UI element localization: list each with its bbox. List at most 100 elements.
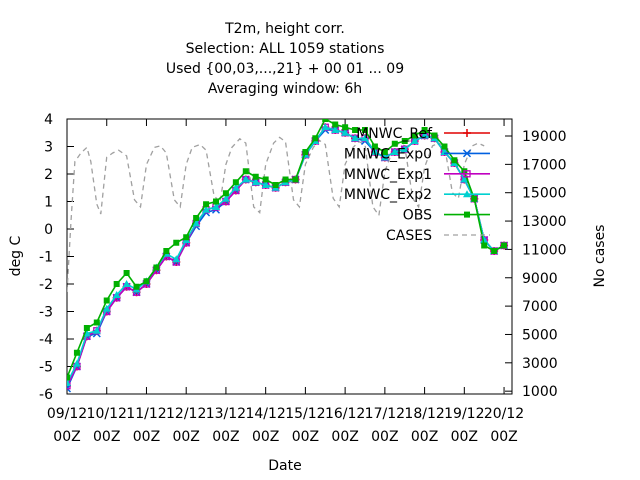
data-point [113, 281, 120, 287]
data-point [231, 183, 240, 191]
data-point [173, 239, 180, 246]
y-tick-label: -3 [39, 305, 53, 321]
legend-marker [463, 129, 471, 137]
data-point [83, 325, 90, 331]
data-point [501, 242, 508, 249]
legend-label: MNWC_Ref [356, 126, 433, 142]
plot-area [66, 118, 513, 395]
data-point [322, 119, 329, 122]
data-point [361, 127, 368, 133]
series-mnwc-exp0 [67, 125, 509, 393]
data-point [102, 304, 111, 312]
data-point [332, 121, 339, 128]
legend-label: MNWC_Exp0 [344, 146, 432, 162]
x-tick-label: 09/12 00Z [47, 406, 87, 445]
data-point [401, 138, 408, 144]
series-mnwc-exp1 [67, 123, 508, 390]
data-point [471, 195, 478, 202]
data-point [252, 173, 259, 180]
legend-marker [462, 149, 472, 158]
data-point [491, 248, 498, 254]
y-axis-label: deg C [8, 235, 24, 276]
data-point [172, 255, 181, 263]
data-point [122, 280, 131, 287]
data-point [441, 143, 448, 150]
series-line [67, 126, 505, 387]
data-point [391, 140, 398, 147]
data-point [103, 297, 110, 304]
y-tick-label: 3 [44, 140, 53, 156]
data-point [351, 134, 360, 142]
y2-tick-label: 13000 [522, 214, 567, 230]
data-point [411, 132, 418, 139]
data-point [390, 148, 399, 155]
data-point [451, 157, 458, 164]
legend-marker [463, 170, 471, 178]
x-tick-label: 18/12 00Z [404, 406, 444, 445]
data-point [93, 319, 100, 326]
series-mnwc-exp2 [67, 123, 509, 386]
series-line [67, 129, 505, 389]
data-point [342, 124, 349, 131]
data-point [232, 179, 239, 186]
data-point [312, 135, 319, 142]
data-point [153, 264, 160, 271]
y-tick-label: 0 [44, 222, 53, 238]
data-point [481, 242, 488, 249]
y-tick-label: -6 [39, 387, 53, 403]
data-point [370, 148, 379, 155]
data-point [261, 181, 270, 188]
chart-title-line: Selection: ALL 1059 stations [186, 41, 385, 57]
data-point [380, 153, 389, 161]
y2-axis-label: No cases [592, 225, 608, 288]
data-point [92, 326, 101, 334]
data-point [67, 374, 70, 381]
y-tick-label: 4 [44, 112, 53, 128]
data-point [400, 145, 409, 153]
data-point [73, 349, 80, 356]
x-tick-label: 12/12 00Z [166, 406, 206, 445]
x-tick-label: 10/12 00Z [87, 406, 127, 445]
y-tick-label: 2 [44, 167, 53, 183]
series-mnwc-ref [67, 123, 509, 390]
data-point [183, 234, 190, 241]
y2-tick-label: 11000 [522, 242, 567, 258]
data-point [212, 198, 219, 205]
data-point [331, 126, 340, 133]
legend-marker [464, 211, 470, 218]
y-tick-label: -2 [39, 277, 53, 293]
chart-title-line: T2m, height corr. [224, 21, 345, 37]
chart-title-line: Averaging window: 6h [208, 81, 362, 97]
data-point [241, 175, 250, 183]
data-point [420, 131, 429, 139]
y2-tick-label: 19000 [522, 129, 567, 145]
series-line [67, 126, 505, 384]
data-point [251, 178, 260, 186]
series-line [67, 119, 505, 378]
series-obs [67, 119, 508, 381]
series-line [67, 136, 485, 292]
data-point [67, 379, 71, 386]
data-point [302, 149, 309, 155]
data-point [143, 278, 150, 285]
data-point [202, 205, 211, 213]
legend-label: CASES [386, 228, 432, 244]
data-point [272, 182, 279, 188]
data-point [282, 176, 289, 183]
legend-marker [463, 190, 471, 198]
y2-tick-label: 17000 [522, 157, 567, 173]
data-point [421, 127, 428, 133]
y2-tick-label: 7000 [522, 299, 558, 315]
y-tick-label: -5 [39, 360, 53, 376]
data-point [193, 215, 200, 221]
legend: MNWC_Ref MNWC_Exp0 MNWC_Exp1 MNWC_Exp2 OBS CA… [344, 126, 490, 244]
data-point [262, 176, 269, 183]
y2-tick-label: 3000 [522, 356, 558, 372]
y2-axis-ticks: 1000 3000 5000 7000 9000 11000 13000 15000 17000… [505, 129, 567, 400]
y-tick-label: 1 [44, 195, 53, 211]
data-point [123, 270, 130, 276]
data-point [221, 194, 230, 202]
data-point [341, 128, 350, 136]
data-point [292, 176, 299, 183]
